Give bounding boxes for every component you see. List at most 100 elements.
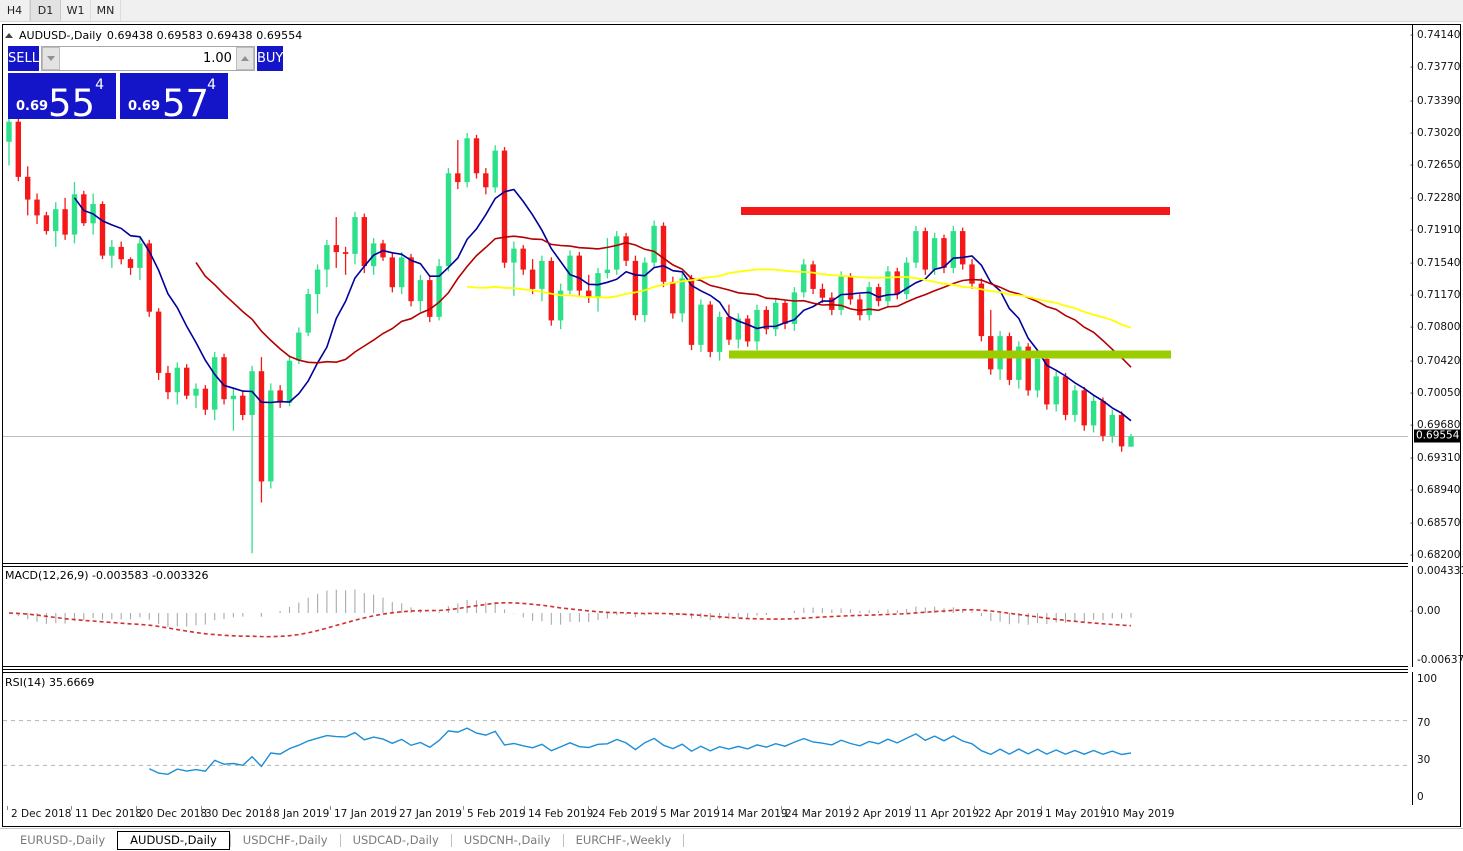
price-scale[interactable]: -0.74140-0.73770-0.73390-0.73020-0.72650… <box>1410 25 1463 805</box>
candle-body <box>1062 376 1069 415</box>
candle-body <box>99 204 106 256</box>
candle-body <box>969 264 975 284</box>
chart-tab-eurusd[interactable]: EURUSD-,Daily <box>20 832 106 847</box>
one-click-trading-panel[interactable]: SELL BUY 0.69 55 4 0.69 57 4 <box>8 46 284 122</box>
candle-body <box>885 271 891 302</box>
resistance-line <box>741 207 1170 215</box>
candle-body <box>286 360 293 403</box>
time-scale-tick-label: 14 Feb 2019 <box>528 808 594 820</box>
triangle-up-icon[interactable] <box>5 32 13 38</box>
chart-tab-audusd[interactable]: AUDUSD-,Daily <box>117 830 230 850</box>
time-scale-tick-label: 27 Jan 2019 <box>399 808 462 820</box>
macd-panel[interactable] <box>3 566 1408 667</box>
candle-body <box>352 217 358 254</box>
price-scale-tick-label: 0.73770 <box>1417 61 1461 74</box>
time-tick-mark <box>7 806 8 810</box>
candle-body <box>735 318 741 340</box>
buy-button[interactable]: BUY <box>256 46 284 71</box>
period-label: D1 <box>37 4 54 17</box>
time-tick-mark <box>656 806 657 810</box>
time-tick-mark <box>136 806 137 810</box>
tick-dash: - <box>1410 419 1414 432</box>
candle-body <box>1100 400 1106 436</box>
period-button-mn[interactable]: MN <box>91 0 121 21</box>
period-label: W1 <box>66 4 85 17</box>
buy-price-box[interactable]: 0.69 57 4 <box>120 73 228 122</box>
chart-tab-usdcad[interactable]: USDCAD-,Daily <box>352 832 439 847</box>
candle-body <box>941 238 947 268</box>
candle-body <box>576 255 582 291</box>
candle-body <box>277 390 283 403</box>
candle-body <box>342 252 349 254</box>
tick-dash: - <box>1410 451 1414 464</box>
rsi-panel[interactable] <box>3 672 1408 805</box>
time-scale-tick-label: 1 May 2019 <box>1045 808 1107 820</box>
tick-dash: - <box>1410 605 1414 617</box>
sell-button-label: SELL <box>8 51 39 66</box>
tick-dash: - <box>1410 516 1414 529</box>
volume-input[interactable] <box>59 47 236 70</box>
price-scale-tick: -0.70420 <box>1410 355 1460 367</box>
price-scale-tick-label: 0.72280 <box>1417 191 1461 204</box>
candle-body <box>165 372 171 393</box>
candle-body <box>230 395 237 400</box>
price-scale-tick-label: 0.71910 <box>1417 224 1461 237</box>
price-scale-tick: -0.71540 <box>1410 257 1460 269</box>
rsi-scale-tick: 0 <box>1410 791 1424 803</box>
sell-price-box[interactable]: 0.69 55 4 <box>8 73 116 122</box>
candle-body <box>492 150 498 188</box>
macd-scale-tick-label: 0.00 <box>1417 605 1441 617</box>
volume-stepper[interactable] <box>40 46 255 71</box>
period-button-h4[interactable]: H4 <box>0 0 30 21</box>
panel-divider <box>3 563 1408 564</box>
candle-body <box>324 245 330 270</box>
price-scale-tick-label: 0.68200 <box>1417 549 1461 561</box>
candle-body <box>726 316 732 340</box>
chart-tab-usdcnh[interactable]: USDCNH-,Daily <box>463 832 551 847</box>
time-tick-mark <box>849 806 850 810</box>
candle-body <box>109 246 115 256</box>
tick-dash: - <box>1410 94 1414 107</box>
time-tick-mark <box>588 806 589 810</box>
sell-price-prefix: 0.69 <box>16 99 49 114</box>
time-scale[interactable]: 2 Dec 2018 11 Dec 2018 20 Dec 2018 30 Dec 2… <box>3 806 1408 826</box>
candle-body <box>922 231 928 270</box>
candle-body <box>1118 414 1125 447</box>
support-line <box>729 350 1171 359</box>
candle-body <box>913 231 919 263</box>
chart-tab-eurchf[interactable]: EURCHF-,Weekly <box>575 832 672 847</box>
price-chart-panel[interactable] <box>3 25 1408 562</box>
candle-body <box>614 236 620 270</box>
candle-body <box>6 121 12 142</box>
period-button-w1[interactable]: W1 <box>61 0 91 21</box>
price-scale-tick: -0.72650 <box>1410 159 1460 171</box>
macd-scale-tick: -0.006373 <box>1410 654 1463 666</box>
chevron-down-icon[interactable] <box>41 47 60 70</box>
price-scale-tick-label: 0.68570 <box>1417 516 1461 529</box>
candle-body <box>361 217 367 267</box>
time-tick-mark <box>1041 806 1042 810</box>
candle-body <box>34 199 40 216</box>
time-tick-mark <box>330 806 331 810</box>
candle-body <box>520 248 526 270</box>
time-tick-mark <box>717 806 718 810</box>
price-scale-tick-label: 0.68940 <box>1417 484 1461 497</box>
chart-tab-usdchf[interactable]: USDCHF-,Daily <box>242 832 328 847</box>
candle-body <box>399 257 405 288</box>
macd-scale-tick: -0.00 <box>1410 605 1440 617</box>
period-button-d1[interactable]: D1 <box>30 0 61 21</box>
tick-dash: - <box>1410 387 1414 400</box>
price-scale-tick-label: 0.70800 <box>1417 321 1461 334</box>
candle-body <box>1034 358 1041 391</box>
candle-body <box>1109 414 1115 436</box>
macd-svg <box>8 589 1132 638</box>
candle-body <box>118 246 124 260</box>
candle-body <box>53 209 59 232</box>
candle-body <box>810 264 816 289</box>
chevron-up-icon[interactable] <box>235 47 254 70</box>
sell-button[interactable]: SELL <box>8 46 39 71</box>
rsi-svg <box>3 720 1408 776</box>
panel-divider <box>3 669 1408 670</box>
price-scale-tick-label: 0.69680 <box>1417 419 1461 432</box>
price-scale-tick-label: 0.71170 <box>1417 289 1461 301</box>
